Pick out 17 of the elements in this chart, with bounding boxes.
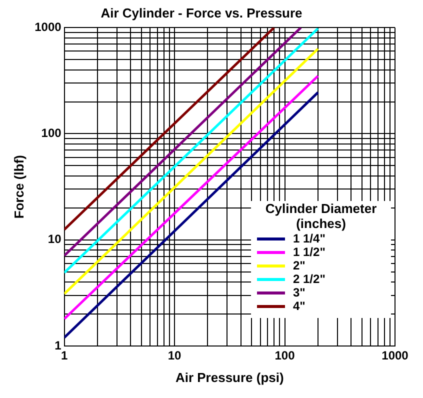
legend-label: 1 1/2" <box>293 244 326 259</box>
x-tick-label: 100 <box>274 348 296 363</box>
legend-label: 1 1/4" <box>293 231 326 246</box>
legend-label: 4" <box>293 298 306 313</box>
y-tick-label: 100 <box>41 126 62 140</box>
chart-title: Air Cylinder - Force vs. Pressure <box>100 5 302 20</box>
x-tick-label: 10 <box>168 348 182 363</box>
legend-title: Cylinder Diameter (inches) <box>265 201 377 232</box>
y-tick-label: 1000 <box>34 20 62 34</box>
x-axis-title: Air Pressure (psi) <box>175 370 284 385</box>
y-tick-label: 10 <box>48 232 62 246</box>
x-tick-label: 1000 <box>382 348 409 363</box>
y-axis-title: Force (lbf) <box>11 155 26 219</box>
y-tick-label: 1 <box>54 338 62 352</box>
legend-label: 2" <box>293 258 306 272</box>
legend-label: 2 1/2" <box>293 272 326 286</box>
legend-label: 3" <box>293 285 306 300</box>
